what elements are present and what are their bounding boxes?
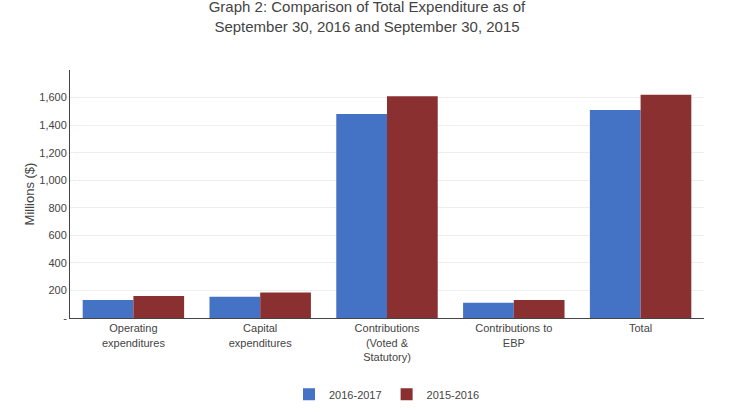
svg-text:600: 600 [48,229,66,241]
svg-text:800: 800 [48,202,66,214]
svg-text:-: - [63,312,67,324]
svg-text:2016-2017: 2016-2017 [329,389,382,401]
svg-text:Capitalexpenditures: Capitalexpenditures [229,322,292,348]
svg-text:Contributions(Voted &Statutory: Contributions(Voted &Statutory) [355,322,420,363]
svg-text:1,000: 1,000 [39,174,67,186]
svg-text:Millions ($): Millions ($) [22,163,37,226]
svg-text:Total: Total [629,322,652,334]
svg-text:2015-2016: 2015-2016 [427,389,480,401]
svg-text:Contributions toEBP: Contributions toEBP [475,322,552,348]
svg-text:Operatingexpenditures: Operatingexpenditures [102,322,165,348]
svg-text:1,400: 1,400 [39,119,67,131]
svg-text:1,600: 1,600 [39,91,67,103]
svg-text:200: 200 [48,284,66,296]
svg-text:1,200: 1,200 [39,147,67,159]
svg-text:Graph 2: Comparison of Total E: Graph 2: Comparison of Total Expenditure… [209,0,526,35]
svg-text:400: 400 [48,257,66,269]
